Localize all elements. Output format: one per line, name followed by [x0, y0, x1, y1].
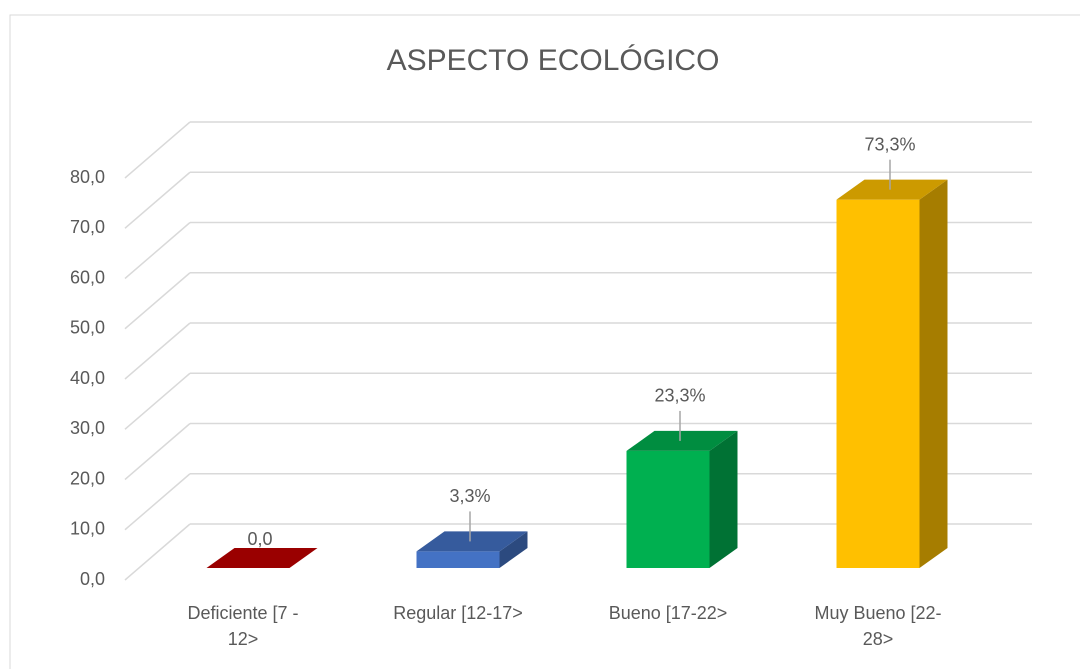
bar: [626, 450, 710, 568]
value-label: 73,3%: [864, 134, 915, 154]
grid-line-side: [124, 121, 191, 179]
bar-top: [836, 179, 948, 200]
y-tick-label: 60,0: [70, 267, 105, 287]
bar-side: [919, 179, 948, 569]
bar: [416, 551, 500, 568]
value-label: 0,0: [247, 529, 272, 549]
grid-line-side: [124, 171, 191, 229]
grid-line-side: [124, 372, 191, 430]
grid-line-side: [124, 422, 191, 481]
x-tick-label: Deficiente [7 - 12>: [187, 603, 299, 649]
y-tick-label: 70,0: [70, 217, 105, 237]
x-tick-label: Muy Bueno [22-28>: [814, 603, 942, 649]
bar: [836, 199, 920, 569]
grid-line-side: [124, 523, 191, 581]
value-label: 3,3%: [449, 486, 490, 506]
x-tick-label: Bueno [17-22>: [608, 603, 728, 623]
y-tick-label: 20,0: [70, 468, 105, 488]
y-tick-label: 30,0: [70, 418, 105, 438]
y-tick-label: 50,0: [70, 318, 105, 338]
y-tick-label: 10,0: [70, 519, 105, 539]
bar-top: [416, 531, 528, 552]
grid-line-side: [124, 322, 191, 380]
bar-side: [499, 531, 528, 568]
y-tick-label: 80,0: [70, 167, 105, 187]
y-tick-label: 40,0: [70, 368, 105, 388]
bar-top: [206, 548, 318, 568]
x-tick-label: Regular [12-17>: [393, 603, 523, 623]
grid-line-side: [124, 272, 191, 330]
y-tick-label: 0,0: [80, 569, 105, 589]
bar-top: [626, 430, 738, 451]
bar-side: [709, 430, 738, 568]
grid-line-side: [124, 221, 191, 280]
chart-title: ASPECTO ECOLÓGICO: [387, 44, 720, 77]
value-label: 23,3%: [654, 386, 705, 406]
grid-line-side: [124, 473, 191, 531]
